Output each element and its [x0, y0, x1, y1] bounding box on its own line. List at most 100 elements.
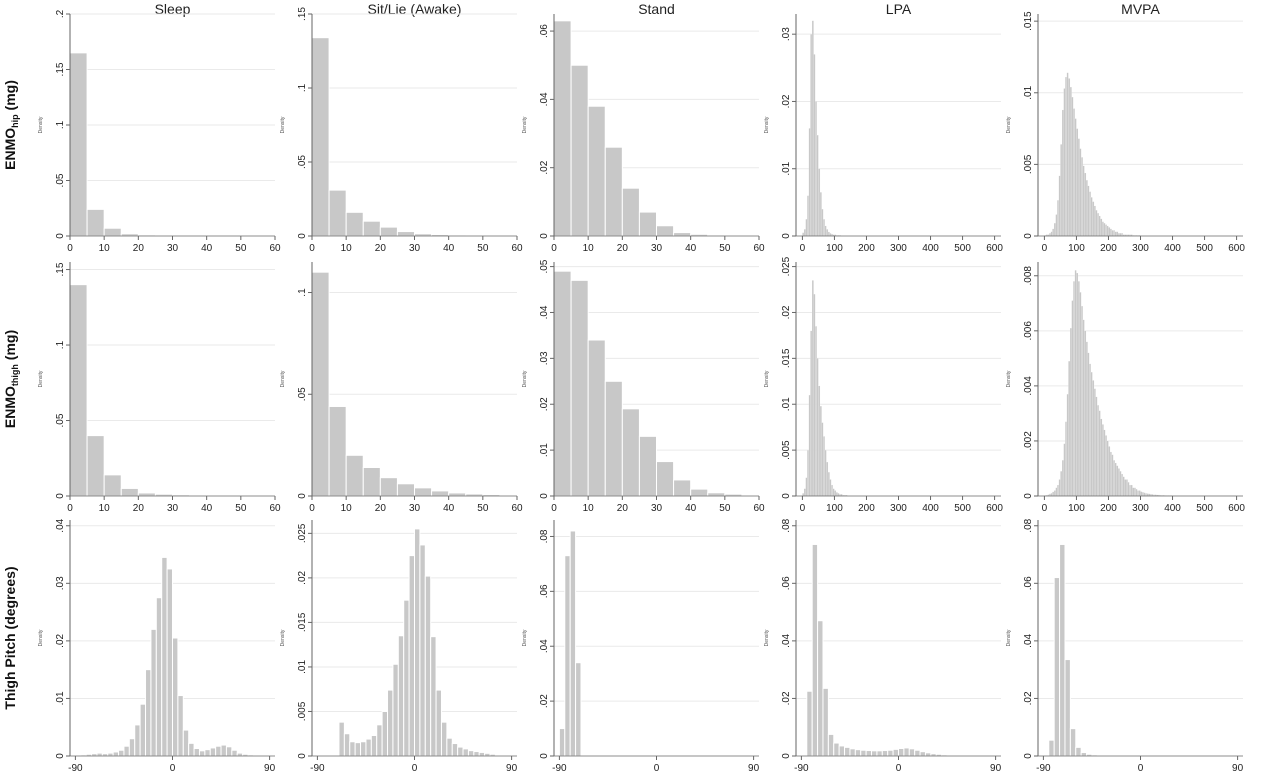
histogram-bar: [1132, 487, 1135, 497]
x-tick-label: 40: [685, 503, 697, 514]
panel-sleep-row1: 0 .05 .1 .15 .2 Density 0 10 20 30 40 50 60: [38, 9, 281, 254]
histogram-bar: [802, 493, 805, 497]
histogram-bar: [1113, 230, 1115, 237]
histogram-bar: [1093, 205, 1096, 237]
histogram-bar: [1076, 128, 1079, 237]
histogram-bar: [811, 280, 814, 497]
x-tick-label: 600: [986, 243, 1003, 254]
histogram-bar: [1071, 300, 1074, 497]
histogram-bar: [1053, 577, 1061, 757]
x-tick-label: 600: [986, 503, 1003, 514]
histogram-bar: [311, 37, 330, 237]
x-tick-label: 90: [264, 763, 276, 774]
histogram-bar: [137, 492, 156, 497]
histogram-bar: [813, 54, 816, 237]
histogram-bar: [1103, 429, 1106, 497]
y-tick-label: .15: [55, 262, 66, 276]
histogram-bar: [1050, 231, 1053, 237]
histogram-bar: [311, 271, 330, 497]
histogram-bar: [387, 689, 394, 757]
panel-stand-row2: 0 .01 .02 .03 .04 .05 Density 0 10 20 30 40 50 60: [522, 259, 765, 514]
x-tick-label: 400: [1164, 243, 1181, 254]
histogram-bar: [1053, 223, 1056, 237]
column-title-sleep: Sleep: [155, 1, 191, 17]
histogram-bar: [575, 662, 582, 757]
histogram-bar: [826, 461, 829, 497]
histogram-bar: [903, 747, 910, 757]
histogram-bar: [209, 747, 217, 757]
histogram-bar: [844, 746, 851, 757]
x-tick-label: 60: [511, 503, 523, 514]
y-tick-label: .005: [297, 701, 308, 721]
x-tick-label: 40: [443, 503, 455, 514]
x-tick-label: 10: [583, 243, 595, 254]
histogram-bar: [1068, 78, 1071, 237]
histogram-bar: [182, 729, 190, 757]
y-tick-label: .05: [297, 387, 308, 401]
histogram-bar: [1069, 728, 1077, 757]
y-axis-title: Density: [764, 629, 770, 646]
histogram-bar: [802, 232, 805, 237]
x-tick-label: 200: [1100, 503, 1117, 514]
histogram-bar: [810, 34, 813, 237]
y-tick-label: .1: [297, 83, 308, 92]
histogram-bar: [919, 751, 926, 757]
x-tick-label: -90: [1036, 763, 1051, 774]
histogram-bar: [343, 733, 351, 757]
histogram-bar: [1058, 175, 1061, 237]
histogram-bar: [414, 528, 421, 757]
x-tick-label: 30: [409, 243, 421, 254]
y-tick-label: .015: [297, 612, 308, 632]
y-tick-label: .06: [539, 24, 550, 38]
histogram-bar: [638, 435, 658, 497]
x-tick-label: 500: [1196, 503, 1213, 514]
histogram-bar: [120, 487, 139, 497]
y-tick-label: .02: [781, 305, 792, 319]
y-tick-label: .04: [781, 633, 792, 647]
histogram-bar: [1111, 230, 1114, 237]
histogram-bar: [1116, 231, 1119, 237]
histogram-bar: [328, 405, 347, 497]
histogram-bar: [871, 750, 878, 757]
y-axis-title: Density: [280, 629, 286, 646]
histogram-bar: [807, 195, 809, 237]
histogram-bar: [139, 703, 147, 757]
histogram-bar: [1137, 490, 1139, 497]
y-tick-label: 0: [1023, 493, 1034, 499]
histogram-bar: [1068, 361, 1071, 497]
histogram-bar: [860, 749, 867, 757]
histogram-bar: [564, 555, 571, 757]
x-tick-label: 300: [1132, 243, 1149, 254]
histogram-bar: [656, 461, 675, 497]
histogram-bar: [835, 492, 838, 497]
histogram-bar: [1097, 213, 1099, 237]
histogram-bar: [1079, 292, 1082, 497]
histogram-bar: [1073, 108, 1075, 237]
histogram-bar: [558, 728, 566, 757]
histogram-bar: [1050, 493, 1053, 497]
histogram-bar: [86, 435, 105, 497]
y-axis-title: Density: [1006, 116, 1012, 133]
row-label-subscript: thigh: [10, 364, 20, 386]
histogram-bar: [448, 492, 467, 497]
histogram-bar: [1075, 746, 1082, 757]
y-tick-label: .02: [781, 691, 792, 705]
y-tick-label: .06: [539, 584, 550, 598]
histogram-bar: [408, 555, 415, 757]
histogram-bar: [1063, 443, 1066, 497]
x-tick-label: 30: [651, 243, 663, 254]
x-tick-label: 0: [1042, 243, 1048, 254]
x-tick-label: 60: [269, 243, 281, 254]
x-tick-label: 60: [753, 243, 765, 254]
y-tick-label: .02: [539, 694, 550, 708]
panel-sit-lie-awake-row2: 0 .05 .1 Density 0 10 20 30 40 50 60: [280, 262, 523, 514]
histogram-bar: [414, 487, 433, 497]
x-tick-label: 400: [922, 243, 939, 254]
histogram-bar: [838, 745, 846, 757]
histogram-bar: [1077, 281, 1080, 497]
histogram-bar: [832, 488, 835, 497]
histogram-bar: [1101, 221, 1104, 237]
x-tick-label: 200: [858, 243, 875, 254]
x-tick-label: 100: [826, 503, 843, 514]
